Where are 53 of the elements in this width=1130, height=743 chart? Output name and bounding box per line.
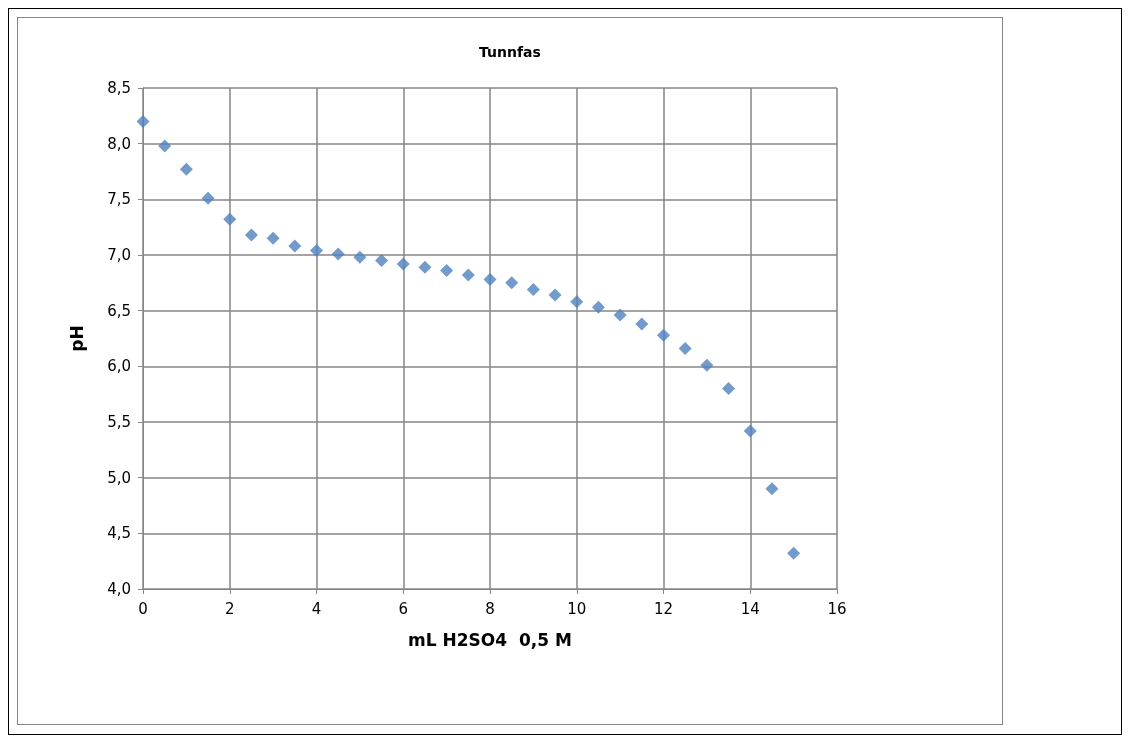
- y-axis-title: pH: [66, 325, 87, 352]
- y-tick-label: 5,0: [107, 468, 131, 487]
- point: [136, 114, 150, 128]
- point: [418, 260, 432, 274]
- point: [288, 239, 302, 253]
- point: [613, 308, 627, 322]
- y-tick-label: 4,0: [107, 580, 131, 598]
- point: [266, 231, 280, 245]
- point: [396, 257, 410, 271]
- y-tick-label: 8,5: [107, 79, 131, 97]
- point: [158, 139, 172, 153]
- x-tick-label: 8: [485, 599, 495, 618]
- point: [353, 250, 367, 264]
- x-tick-label: 10: [567, 599, 587, 618]
- x-tick-label: 0: [138, 599, 148, 618]
- y-tick-label: 4,5: [107, 524, 131, 543]
- x-tick-label: 2: [224, 599, 235, 618]
- chart-title: Tunnfas: [479, 44, 541, 60]
- point: [722, 382, 736, 396]
- y-tick-label: 5,5: [107, 413, 131, 431]
- point: [440, 264, 454, 278]
- x-tick-label: 14: [740, 599, 760, 618]
- point: [765, 482, 779, 496]
- point: [591, 300, 605, 314]
- point: [657, 328, 670, 342]
- point: [743, 424, 757, 438]
- point: [201, 191, 215, 205]
- y-tick-label: 6,5: [107, 301, 131, 320]
- point: [700, 358, 714, 372]
- point: [223, 212, 237, 226]
- y-tick-label: 6,0: [107, 357, 131, 376]
- point: [678, 342, 692, 356]
- point: [331, 247, 345, 261]
- point: [375, 254, 389, 268]
- point: [548, 288, 562, 302]
- point: [244, 228, 258, 242]
- point: [635, 317, 649, 331]
- y-tick-label: 8,0: [107, 134, 131, 153]
- x-axis-title: mL H2SO4 0,5 M: [408, 629, 572, 650]
- x-tick-label: 12: [653, 599, 674, 618]
- x-tick-label: 6: [398, 599, 409, 618]
- point: [310, 244, 323, 258]
- point: [526, 283, 540, 297]
- point: [505, 276, 519, 290]
- point: [483, 272, 497, 286]
- point: [787, 546, 801, 560]
- point: [179, 162, 193, 176]
- y-tick-label: 7,0: [107, 246, 131, 264]
- x-tick-label: 16: [827, 599, 847, 618]
- x-tick-label: 4: [311, 599, 322, 618]
- point: [461, 268, 475, 282]
- y-tick-label: 7,5: [107, 190, 131, 209]
- point: [570, 295, 584, 309]
